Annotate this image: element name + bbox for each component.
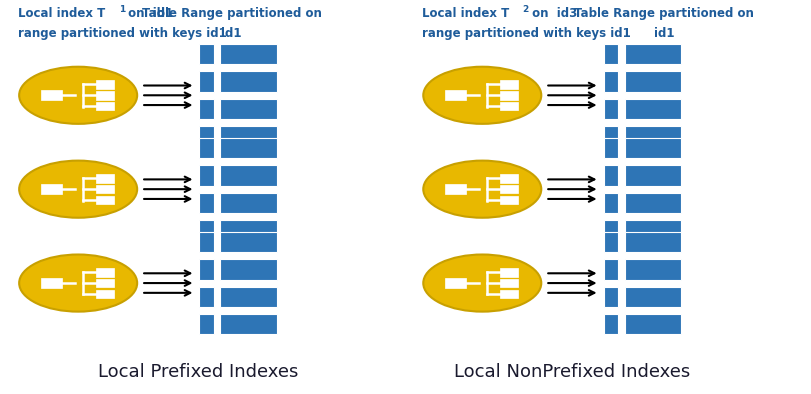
Bar	[500, 279, 517, 287]
Text: range partitioned with keys id1: range partitioned with keys id1	[18, 27, 226, 40]
Bar	[41, 184, 62, 194]
Text: Table Range partitioned on: Table Range partitioned on	[574, 7, 754, 20]
FancyBboxPatch shape	[221, 165, 277, 186]
FancyBboxPatch shape	[221, 44, 277, 64]
FancyBboxPatch shape	[624, 193, 681, 213]
FancyBboxPatch shape	[200, 165, 214, 186]
FancyBboxPatch shape	[221, 71, 277, 92]
Bar	[41, 278, 62, 288]
Bar	[445, 90, 466, 100]
Text: Local NonPrefixed Indexes: Local NonPrefixed Indexes	[454, 363, 690, 381]
Bar	[96, 80, 114, 89]
Bar	[500, 290, 517, 298]
Bar	[96, 185, 114, 193]
Text: 1: 1	[118, 5, 125, 14]
Bar	[500, 268, 517, 277]
Text: Local index T: Local index T	[18, 7, 105, 20]
FancyBboxPatch shape	[603, 193, 618, 213]
Bar	[96, 290, 114, 298]
FancyBboxPatch shape	[200, 220, 214, 240]
Circle shape	[19, 161, 137, 218]
FancyBboxPatch shape	[603, 314, 618, 335]
Bar	[500, 185, 517, 193]
FancyBboxPatch shape	[221, 99, 277, 119]
Text: id1: id1	[221, 27, 242, 40]
FancyBboxPatch shape	[624, 259, 681, 280]
FancyBboxPatch shape	[624, 314, 681, 335]
FancyBboxPatch shape	[624, 220, 681, 240]
Text: Local Prefixed Indexes: Local Prefixed Indexes	[98, 363, 298, 381]
FancyBboxPatch shape	[221, 138, 277, 158]
Text: Local index T: Local index T	[422, 7, 509, 20]
FancyBboxPatch shape	[624, 99, 681, 119]
FancyBboxPatch shape	[200, 71, 214, 92]
Bar	[500, 196, 517, 204]
FancyBboxPatch shape	[624, 126, 681, 147]
Text: on  id1: on id1	[124, 7, 174, 20]
FancyBboxPatch shape	[221, 259, 277, 280]
FancyBboxPatch shape	[221, 126, 277, 147]
FancyBboxPatch shape	[221, 314, 277, 335]
FancyBboxPatch shape	[624, 232, 681, 252]
Bar	[96, 268, 114, 277]
FancyBboxPatch shape	[624, 138, 681, 158]
FancyBboxPatch shape	[200, 126, 214, 147]
FancyBboxPatch shape	[603, 220, 618, 240]
FancyBboxPatch shape	[221, 232, 277, 252]
FancyBboxPatch shape	[200, 286, 214, 307]
FancyBboxPatch shape	[603, 165, 618, 186]
FancyBboxPatch shape	[200, 44, 214, 64]
FancyBboxPatch shape	[200, 314, 214, 335]
Bar	[96, 196, 114, 204]
FancyBboxPatch shape	[624, 44, 681, 64]
Bar	[96, 102, 114, 110]
FancyBboxPatch shape	[624, 165, 681, 186]
FancyBboxPatch shape	[200, 138, 214, 158]
Bar	[500, 80, 517, 89]
FancyBboxPatch shape	[603, 232, 618, 252]
Text: range partitioned with keys id1: range partitioned with keys id1	[422, 27, 630, 40]
Circle shape	[423, 161, 541, 218]
Bar	[500, 174, 517, 182]
FancyBboxPatch shape	[603, 286, 618, 307]
Bar	[41, 90, 62, 100]
Text: id1: id1	[654, 27, 675, 40]
Text: 2: 2	[523, 5, 529, 14]
FancyBboxPatch shape	[624, 286, 681, 307]
FancyBboxPatch shape	[221, 193, 277, 213]
FancyBboxPatch shape	[200, 99, 214, 119]
FancyBboxPatch shape	[221, 286, 277, 307]
Text: Table Range partitioned on: Table Range partitioned on	[142, 7, 322, 20]
FancyBboxPatch shape	[624, 71, 681, 92]
Bar	[445, 278, 466, 288]
Bar	[96, 174, 114, 182]
Circle shape	[19, 255, 137, 312]
Bar	[500, 102, 517, 110]
FancyBboxPatch shape	[221, 220, 277, 240]
FancyBboxPatch shape	[200, 193, 214, 213]
FancyBboxPatch shape	[603, 138, 618, 158]
FancyBboxPatch shape	[603, 71, 618, 92]
Bar	[445, 184, 466, 194]
FancyBboxPatch shape	[603, 126, 618, 147]
FancyBboxPatch shape	[603, 99, 618, 119]
FancyBboxPatch shape	[200, 232, 214, 252]
FancyBboxPatch shape	[603, 44, 618, 64]
Text: on  id3: on id3	[528, 7, 577, 20]
Circle shape	[423, 255, 541, 312]
FancyBboxPatch shape	[200, 259, 214, 280]
Circle shape	[423, 67, 541, 124]
FancyBboxPatch shape	[603, 259, 618, 280]
Bar	[96, 279, 114, 287]
Circle shape	[19, 67, 137, 124]
Bar	[500, 91, 517, 100]
Bar	[96, 91, 114, 100]
